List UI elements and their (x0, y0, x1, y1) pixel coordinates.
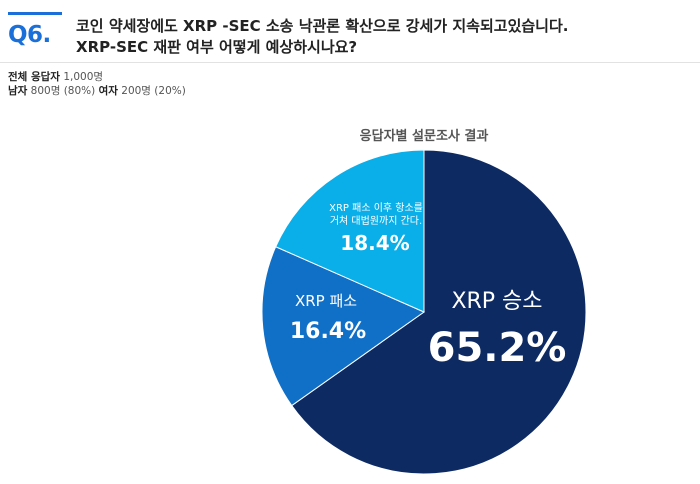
total-value: 1,000명 (63, 71, 104, 83)
slice-xrp-lose (261, 246, 426, 407)
label-xrp-appeal-line1: XRP 패소 이후 항소를 (329, 202, 423, 214)
value-xrp-win: 65.2% (428, 325, 567, 371)
value-xrp-lose: 16.4% (290, 319, 366, 344)
question-header: Q6. 코인 약세장에도 XRP -SEC 소송 낙관론 확산으로 강세가 지속… (0, 0, 700, 62)
chart-title: 응답자별 설문조사 결과 (359, 129, 489, 144)
question-text: 코인 약세장에도 XRP -SEC 소송 낙관론 확산으로 강세가 지속되고있습… (76, 16, 691, 58)
female-value: 200명 (20%) (121, 85, 186, 97)
male-label: 남자 (8, 85, 28, 97)
label-xrp-win: XRP 승소 (451, 289, 542, 314)
header-divider (0, 62, 700, 63)
value-xrp-appeal: 18.4% (340, 231, 409, 255)
label-xrp-appeal-line2: 거쳐 대법원까지 간다. (330, 215, 422, 227)
total-respondents: 전체 응답자 1,000명 (8, 70, 186, 84)
label-xrp-lose: XRP 패소 (295, 292, 357, 310)
slice-xrp-appeal (275, 149, 425, 313)
question-line-1: 코인 약세장에도 XRP -SEC 소송 낙관론 확산으로 강세가 지속되고있습… (76, 17, 569, 35)
slice-xrp-win (291, 149, 587, 475)
question-number: Q6. (8, 22, 51, 48)
gender-breakdown: 남자 800명 (80%) 여자 200명 (20%) (8, 84, 186, 98)
male-value: 800명 (80%) (30, 85, 96, 97)
question-accent-bar (8, 12, 62, 15)
respondent-stats: 전체 응답자 1,000명 남자 800명 (80%) 여자 200명 (20%… (8, 70, 186, 98)
question-line-2: XRP-SEC 재판 여부 어떻게 예상하시나요? (76, 38, 358, 56)
female-label: 여자 (98, 85, 118, 97)
total-label: 전체 응답자 (8, 71, 60, 83)
